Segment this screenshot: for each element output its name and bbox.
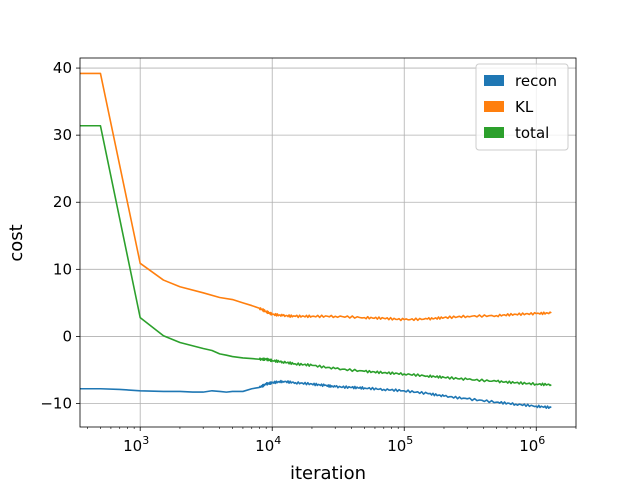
legend-swatch-total [484, 127, 504, 138]
series-line-total [80, 124, 552, 387]
axis-ticks [76, 67, 577, 431]
x-tick-base: 10 [519, 437, 538, 455]
x-tick-exponent: 3 [142, 434, 149, 447]
legend-label-KL: KL [515, 98, 534, 116]
legend-label-recon: recon [515, 72, 557, 90]
x-tick-labels: 103 104 105 106 [123, 434, 545, 455]
y-tick-label: 0 [62, 327, 72, 345]
series-group [80, 72, 552, 410]
plot-frame [79, 57, 577, 428]
y-axis-title: cost [6, 224, 27, 261]
x-tick-base: 10 [255, 437, 274, 455]
legend-swatch-KL [484, 101, 504, 112]
x-tick-label: 104 [255, 434, 281, 455]
x-tick-exponent: 4 [274, 434, 281, 447]
y-tick-label: 20 [53, 193, 72, 211]
y-tick-label: 30 [53, 126, 72, 144]
x-tick-label: 106 [519, 434, 545, 455]
series-line-recon [80, 379, 552, 410]
x-tick-exponent: 5 [406, 434, 413, 447]
legend-label-total: total [515, 124, 549, 142]
legend-swatch-recon [484, 75, 504, 86]
y-tick-label: 10 [53, 260, 72, 278]
x-tick-label: 105 [387, 434, 413, 455]
y-tick-label: 40 [53, 59, 72, 77]
series-line-KL [80, 72, 552, 322]
y-tick-label: −10 [40, 395, 72, 413]
x-tick-base: 10 [387, 437, 406, 455]
grid [80, 58, 576, 427]
x-tick-base: 10 [123, 437, 142, 455]
x-tick-exponent: 6 [538, 434, 545, 447]
x-axis-title: iteration [290, 463, 366, 480]
x-tick-label: 103 [123, 434, 149, 455]
legend: recon KL total [475, 63, 569, 151]
y-tick-labels: 40 30 20 10 0 −10 [40, 59, 72, 412]
